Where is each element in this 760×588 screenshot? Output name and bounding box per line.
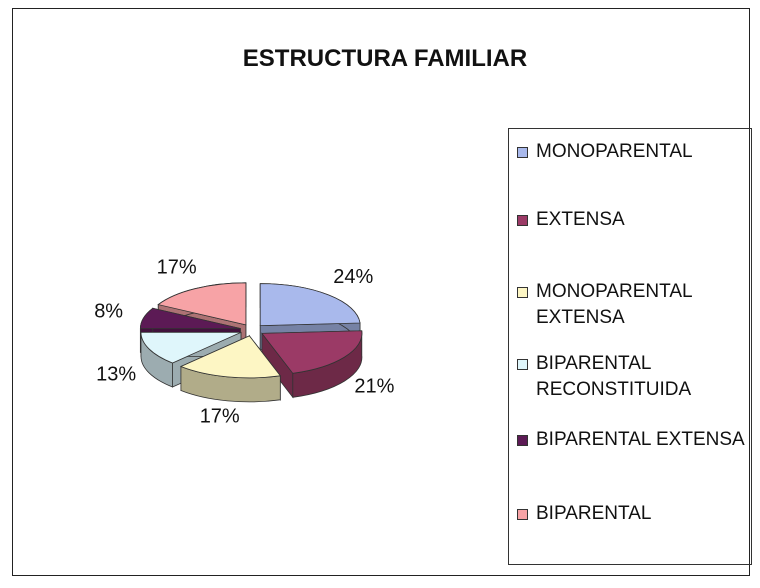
legend-entry: BIPARENTAL RECONSTITUIDA — [517, 351, 749, 403]
slice — [140, 331, 242, 364]
legend-label: MONOPARENTAL EXTENSA — [536, 281, 692, 328]
chart-frame — [12, 8, 750, 576]
data-label: 17% — [157, 256, 197, 278]
legend-label: BIPARENTAL RECONSTITUIDA — [536, 353, 692, 400]
slice — [139, 307, 241, 329]
slice — [157, 282, 247, 326]
legend: MONOPARENTAL EXTENSA MONOPARENTAL EXTENSA B… — [508, 128, 752, 565]
legend-swatch — [517, 435, 528, 446]
legend-entry: MONOPARENTAL — [517, 139, 749, 165]
legend-entry: MONOPARENTAL EXTENSA — [517, 279, 749, 331]
legend-entry: EXTENSA — [517, 207, 749, 233]
data-label: 24% — [333, 266, 373, 288]
pie-tops — [139, 282, 363, 379]
data-label: 8% — [94, 300, 123, 322]
legend-swatch — [517, 147, 528, 158]
legend-label: BIPARENTAL — [536, 503, 652, 524]
legend-swatch — [517, 287, 528, 298]
chart-title: ESTRUCTURA FAMILIAR — [243, 45, 527, 72]
legend-label: BIPARENTAL EXTENSA — [536, 429, 745, 450]
slice — [259, 283, 361, 327]
slice — [179, 335, 282, 379]
legend-entry: BIPARENTAL — [517, 501, 749, 527]
legend-swatch — [517, 359, 528, 370]
legend-swatch — [517, 215, 528, 226]
data-label: 13% — [96, 364, 136, 386]
legend-label: MONOPARENTAL — [536, 141, 693, 162]
legend-swatch — [517, 509, 528, 520]
slice — [261, 330, 363, 374]
data-label: 21% — [354, 376, 394, 398]
data-label: 17% — [200, 405, 240, 427]
legend-label: EXTENSA — [536, 209, 625, 230]
legend-entry: BIPARENTAL EXTENSA — [517, 427, 749, 453]
